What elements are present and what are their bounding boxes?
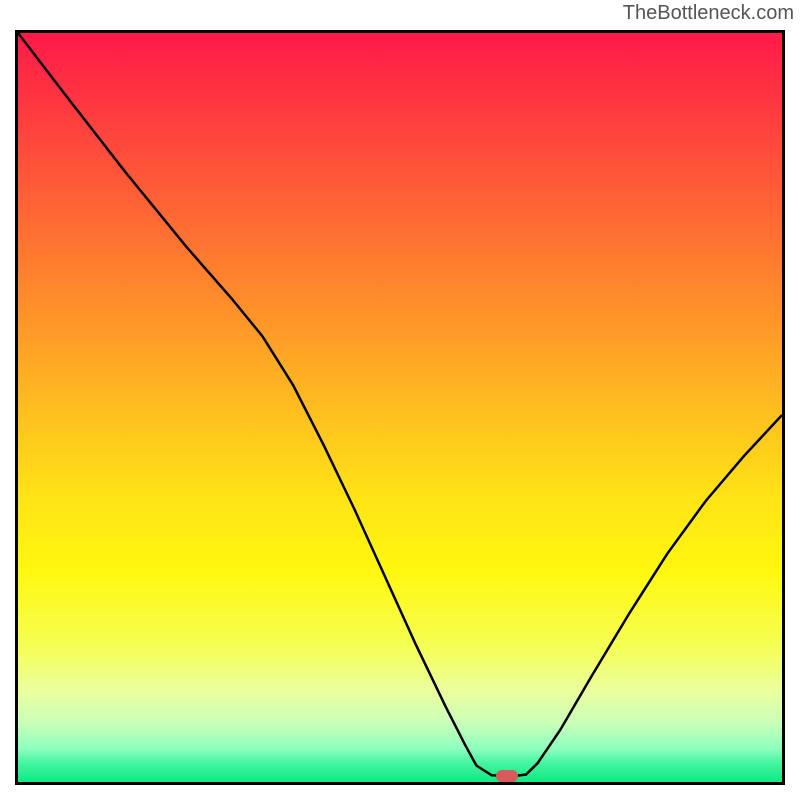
watermark-text: TheBottleneck.com: [623, 2, 794, 25]
optimal-marker: [496, 770, 518, 782]
plot-frame: [15, 30, 785, 785]
bottleneck-curve: [18, 33, 782, 782]
